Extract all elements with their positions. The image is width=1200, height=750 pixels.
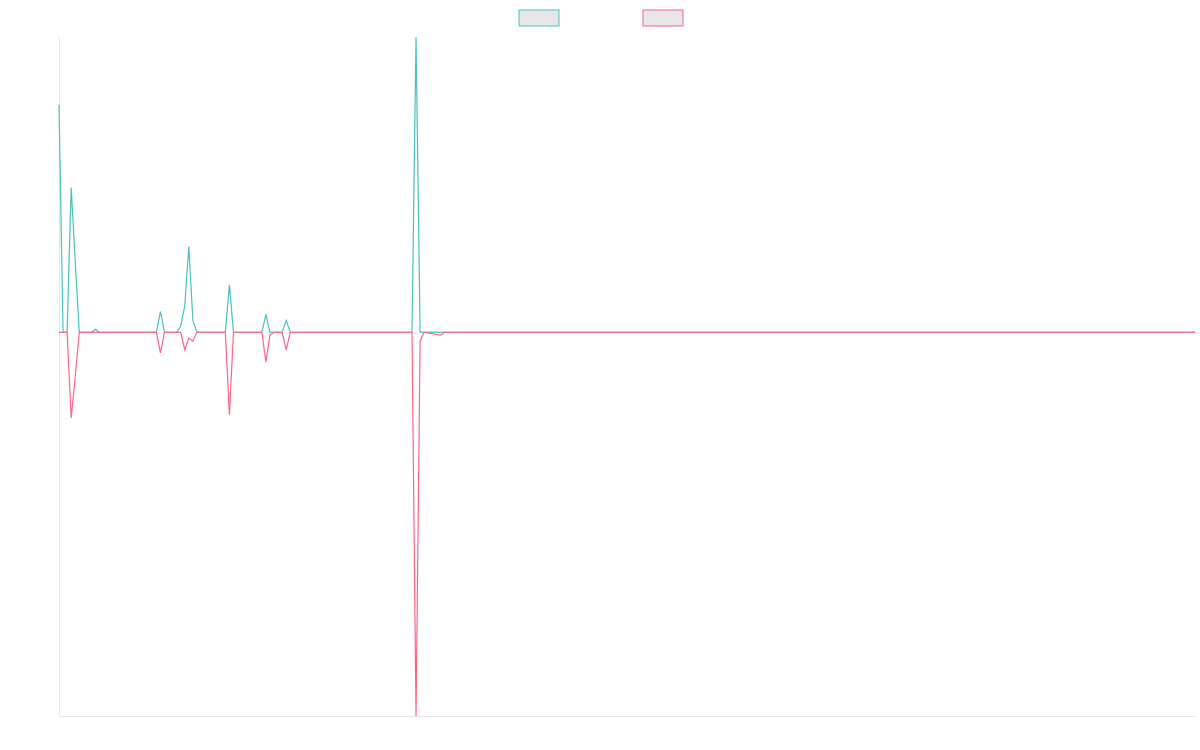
line-series [59,331,1195,717]
legend-swatch[interactable] [518,9,560,27]
legend [518,9,684,27]
line-series [58,36,1195,333]
legend-swatch[interactable] [642,9,684,27]
plot-area [58,36,1195,717]
